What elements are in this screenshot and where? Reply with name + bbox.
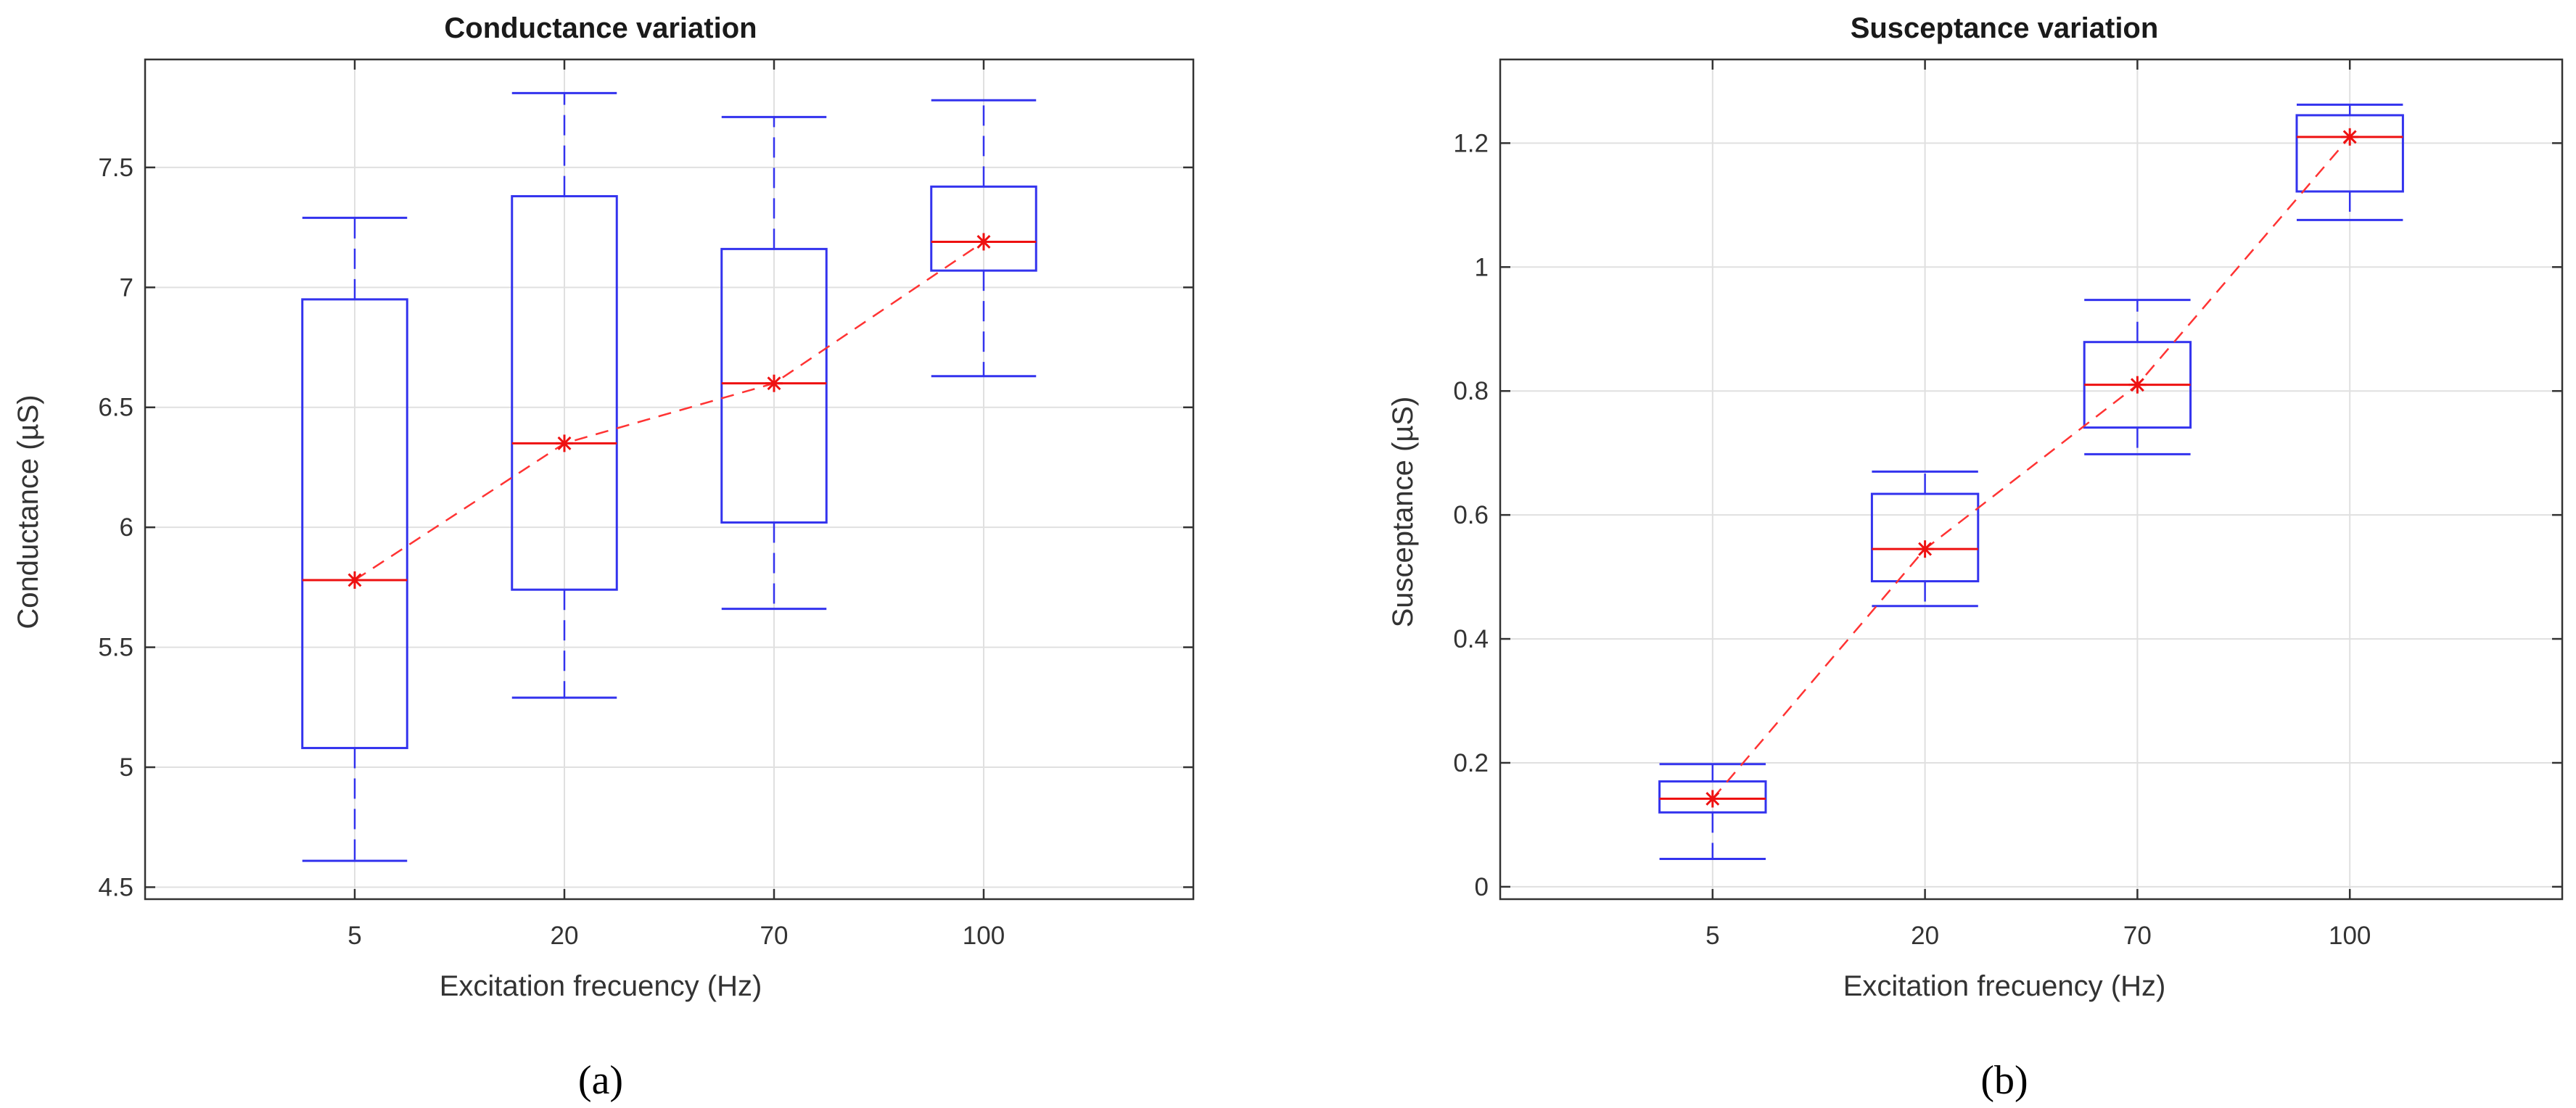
conductance-x-tick-label: 100	[963, 922, 1005, 950]
iqr-box	[1658, 780, 1767, 814]
iqr-box	[720, 247, 828, 524]
conductance-axes-frame	[144, 58, 1195, 901]
conductance-chart-title: Conductance variation	[444, 12, 757, 44]
conductance-box-20	[511, 91, 618, 699]
conductance-marker-20	[556, 434, 573, 452]
conductance-y-tick-label: 7.5	[98, 154, 133, 182]
conductance-chart: Conductance variation Excitation frecuen…	[12, 12, 1195, 1103]
conductance-marker-100	[975, 233, 992, 251]
susceptance-x-tick-label: 70	[2123, 922, 2152, 950]
iqr-box	[930, 185, 1037, 272]
conductance-y-tick-label: 5	[120, 753, 133, 782]
conductance-x-tick-label: 20	[551, 922, 579, 950]
conductance-box-5	[301, 216, 408, 862]
conductance-y-tick-label: 6	[120, 513, 133, 542]
susceptance-y-tick-label: 0.4	[1453, 625, 1489, 653]
conductance-trend-line	[354, 241, 984, 582]
susceptance-marker-5	[1703, 790, 1721, 808]
susceptance-y-tick-label: 0.6	[1453, 501, 1489, 529]
conductance-y-tick-label: 5.5	[98, 634, 133, 662]
susceptance-chart-title: Susceptance variation	[1851, 12, 2159, 44]
conductance-y-tick-label: 4.5	[98, 873, 133, 901]
conductance-y-axis-label: Conductance (µS)	[12, 394, 44, 629]
susceptance-box-70	[2083, 299, 2192, 455]
susceptance-trend-line	[1711, 136, 2351, 800]
conductance-x-tick-label: 5	[347, 922, 361, 950]
conductance-y-tick-label: 7	[120, 273, 133, 302]
caption-b: (b)	[1980, 1058, 2028, 1103]
conductance-marker-70	[765, 374, 783, 392]
iqr-box	[1870, 492, 1980, 583]
iqr-box	[2295, 114, 2404, 193]
susceptance-x-tick-label: 5	[1705, 922, 1719, 950]
susceptance-y-tick-label: 1	[1475, 253, 1489, 281]
iqr-box	[301, 298, 408, 750]
susceptance-x-axis-label: Excitation frecuency (Hz)	[1843, 970, 2166, 1002]
susceptance-y-axis-label: Susceptance (µS)	[1387, 397, 1419, 628]
susceptance-marker-100	[2341, 128, 2359, 146]
susceptance-marker-70	[2128, 376, 2147, 394]
susceptance-y-tick-label: 0.8	[1453, 377, 1489, 405]
susceptance-y-tick-label: 0	[1475, 873, 1489, 901]
susceptance-plot-area	[1500, 59, 2562, 899]
conductance-x-axis-label: Excitation frecuency (Hz)	[440, 970, 762, 1002]
conductance-x-tick-label: 70	[760, 922, 789, 950]
conductance-marker-5	[346, 571, 363, 589]
susceptance-marker-20	[1916, 540, 1934, 558]
susceptance-y-tick-label: 1.2	[1453, 129, 1489, 157]
susceptance-axes-frame	[1499, 58, 2564, 901]
iqr-box	[511, 195, 618, 591]
conductance-plot-area	[145, 59, 1193, 899]
susceptance-x-tick-label: 100	[2329, 922, 2371, 950]
conductance-y-tick-label: 6.5	[98, 394, 133, 422]
susceptance-x-tick-label: 20	[1911, 922, 1939, 950]
susceptance-y-tick-label: 0.2	[1453, 749, 1489, 777]
susceptance-chart: Susceptance variation Excitation frecuen…	[1387, 12, 2564, 1103]
caption-a: (a)	[578, 1058, 623, 1103]
